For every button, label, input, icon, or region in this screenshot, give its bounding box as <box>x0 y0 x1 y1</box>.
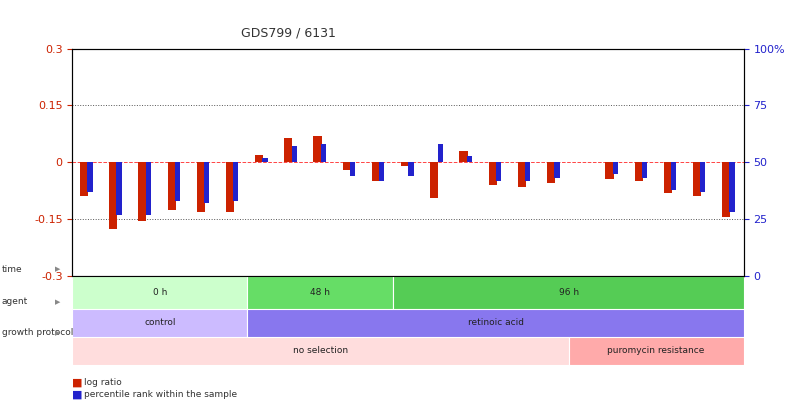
Bar <box>197 162 205 211</box>
Text: time: time <box>2 265 22 274</box>
Bar <box>349 162 355 176</box>
Bar <box>379 162 384 181</box>
Bar <box>605 162 613 179</box>
Bar <box>284 138 292 162</box>
Text: 0 h: 0 h <box>153 288 167 297</box>
Bar <box>116 162 121 215</box>
Bar <box>291 146 296 162</box>
Bar <box>109 162 117 229</box>
Bar <box>546 162 554 183</box>
Bar <box>692 162 700 196</box>
Text: agent: agent <box>2 297 28 306</box>
Bar <box>524 162 530 181</box>
Text: 48 h: 48 h <box>310 288 330 297</box>
Text: 96 h: 96 h <box>558 288 578 297</box>
Bar <box>88 162 92 192</box>
Bar <box>204 162 209 203</box>
Bar <box>430 162 438 198</box>
Bar <box>313 136 321 162</box>
Bar <box>247 276 393 309</box>
Bar <box>138 162 146 221</box>
Bar <box>634 162 642 181</box>
Text: ▶: ▶ <box>55 299 60 305</box>
Text: ▶: ▶ <box>55 330 60 336</box>
Text: ▶: ▶ <box>55 266 60 272</box>
Bar <box>145 162 151 215</box>
Bar <box>342 162 350 170</box>
Bar <box>233 162 238 201</box>
Bar <box>437 144 442 162</box>
Bar <box>72 309 247 337</box>
Bar <box>226 162 234 211</box>
Text: ■: ■ <box>72 378 83 388</box>
Bar <box>568 337 743 365</box>
Bar <box>371 162 380 181</box>
Bar <box>553 162 559 178</box>
Bar <box>174 162 180 201</box>
Text: percentile rank within the sample: percentile rank within the sample <box>84 390 237 399</box>
Text: GDS799 / 6131: GDS799 / 6131 <box>241 26 336 39</box>
Bar <box>255 155 263 162</box>
Bar <box>728 162 734 212</box>
Bar <box>612 162 618 174</box>
Bar <box>79 162 88 196</box>
Text: retinoic acid: retinoic acid <box>467 318 523 327</box>
Text: log ratio: log ratio <box>84 378 122 387</box>
Bar <box>72 337 568 365</box>
Bar <box>262 158 267 162</box>
Text: ■: ■ <box>72 390 83 400</box>
Bar <box>401 162 409 166</box>
Bar <box>671 162 675 190</box>
Bar <box>247 309 743 337</box>
Bar <box>488 162 496 185</box>
Text: puromycin resistance: puromycin resistance <box>607 346 704 355</box>
Bar <box>721 162 729 217</box>
Text: no selection: no selection <box>292 346 348 355</box>
Bar <box>641 162 646 178</box>
Bar <box>459 151 467 162</box>
Bar <box>517 162 525 187</box>
Bar <box>167 162 176 210</box>
Bar <box>495 162 500 181</box>
Text: growth protocol: growth protocol <box>2 328 73 337</box>
Bar <box>663 162 671 193</box>
Bar <box>408 162 413 176</box>
Bar <box>466 156 471 162</box>
Text: control: control <box>144 318 176 327</box>
Bar <box>393 276 743 309</box>
Bar <box>72 276 247 309</box>
Bar <box>699 162 704 192</box>
Bar <box>320 144 325 162</box>
